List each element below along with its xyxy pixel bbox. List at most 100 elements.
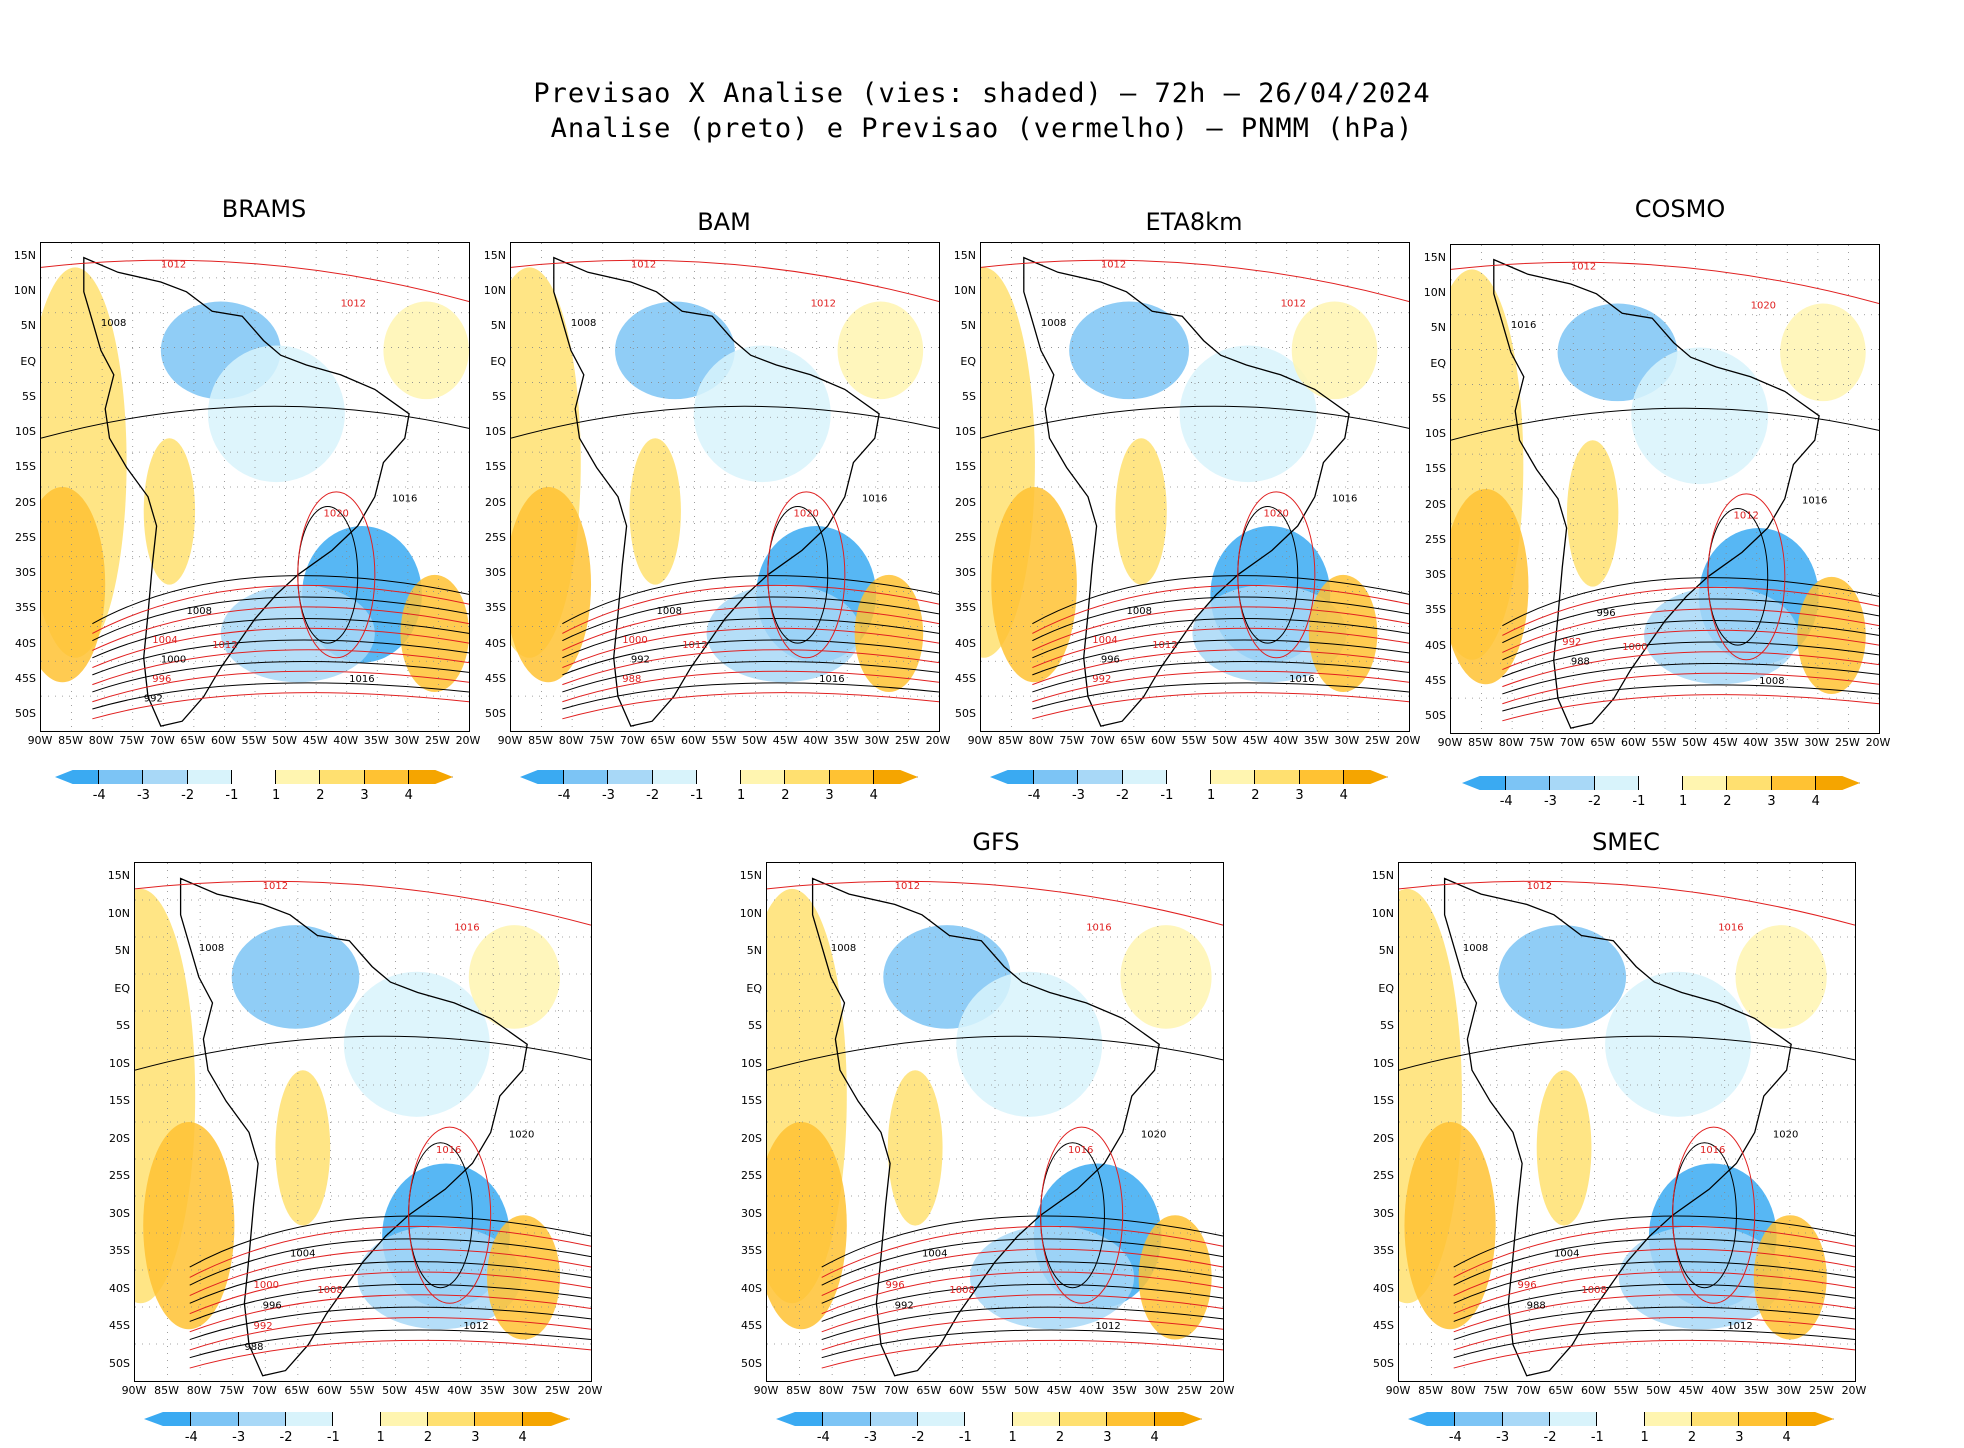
bias-shading-area bbox=[1179, 345, 1317, 483]
map-panel-smec: 1012 1008 1016 1020 1016 1012 1008 1004 996 988 bbox=[1398, 862, 1856, 1382]
latitude-label: 20S bbox=[1373, 1131, 1394, 1145]
latitude-label: EQ bbox=[20, 354, 36, 368]
longitude-label: 85W bbox=[1468, 736, 1493, 749]
analysis-isobar bbox=[1032, 661, 1409, 693]
isobar-label: 1004 bbox=[1092, 635, 1117, 646]
colorbar-segment bbox=[1549, 1412, 1598, 1426]
longitude-label: 35W bbox=[1773, 736, 1799, 749]
colorbar-label: 2 bbox=[1723, 794, 1732, 809]
longitude-label: 45W bbox=[1712, 736, 1738, 749]
isobar-label: 1004 bbox=[922, 1249, 947, 1260]
longitude-label: 30W bbox=[1804, 736, 1830, 749]
colorbar-segment bbox=[829, 770, 874, 784]
bias-shading-area bbox=[487, 1215, 560, 1340]
isobar-label: 988 bbox=[1571, 657, 1590, 668]
colorbar-label: 4 bbox=[404, 788, 413, 803]
isobar-label: 1012 bbox=[1571, 261, 1596, 272]
latitude-label: 40S bbox=[1425, 638, 1446, 652]
panel-title-smec: SMEC bbox=[1592, 828, 1660, 856]
colorbar-segment bbox=[1638, 776, 1684, 790]
colorbar-segment bbox=[1012, 1412, 1060, 1426]
latitude-label: 5N bbox=[114, 944, 130, 958]
bias-shading-area bbox=[969, 1225, 1135, 1330]
forecast-isobar bbox=[1502, 651, 1879, 688]
isobar-label: 1008 bbox=[949, 1285, 974, 1296]
forecast-isobar bbox=[1502, 672, 1879, 705]
forecast-isobar bbox=[1453, 1271, 1855, 1315]
colorbar-segment bbox=[1166, 770, 1212, 784]
longitude-label: 60W bbox=[1150, 734, 1176, 747]
longitude-label: 75W bbox=[219, 1384, 245, 1397]
longitude-label: 65W bbox=[1120, 734, 1146, 747]
longitude-label: 30W bbox=[864, 734, 890, 747]
colorbar-label: -4 bbox=[557, 788, 571, 803]
isobar-label: 1012 bbox=[1527, 881, 1552, 892]
colorbar-label: 4 bbox=[1811, 794, 1820, 809]
longitude-label: 35W bbox=[479, 1384, 505, 1397]
latitude-label: 50S bbox=[15, 707, 36, 720]
latitude-label: 10N bbox=[107, 906, 130, 920]
analysis-isobar bbox=[821, 1329, 1223, 1359]
high-pressure-contour bbox=[1237, 491, 1316, 659]
analysis-isobar bbox=[981, 405, 1409, 439]
isobar-label: 1020 bbox=[1141, 1130, 1166, 1141]
colorbar-label: 3 bbox=[360, 788, 369, 803]
colorbar-label: -1 bbox=[1632, 794, 1646, 809]
coastline bbox=[1023, 256, 1350, 727]
coastline bbox=[1493, 258, 1820, 729]
forecast-isobar bbox=[821, 1225, 1223, 1278]
isobar-label: 1020 bbox=[323, 508, 348, 519]
colorbar-label: 2 bbox=[781, 788, 790, 803]
longitude-label: 65W bbox=[916, 1384, 942, 1397]
analysis-isobar bbox=[1032, 682, 1409, 710]
analysis-isobar bbox=[135, 1035, 591, 1071]
bias-shading-area bbox=[1735, 925, 1827, 1029]
isobar-label: 1012 bbox=[161, 259, 186, 270]
isobar-label: 1020 bbox=[1751, 300, 1776, 311]
colorbar-label: -3 bbox=[601, 788, 615, 803]
latitude-label: 25S bbox=[1373, 1169, 1394, 1183]
longitude-label: 40W bbox=[1711, 1384, 1737, 1397]
colorbar-segment bbox=[785, 770, 830, 784]
colorbar-label: 4 bbox=[1782, 1430, 1791, 1445]
latitude-label: 15S bbox=[15, 460, 36, 474]
bias-shading-area bbox=[1120, 925, 1212, 1029]
colorbar-segment bbox=[55, 770, 100, 784]
colorbar-segment bbox=[696, 770, 742, 784]
colorbar-segment bbox=[741, 770, 786, 784]
forecast-isobar bbox=[92, 692, 469, 720]
analysis-isobar bbox=[1502, 598, 1879, 644]
isobar-label: 1016 bbox=[454, 922, 479, 933]
forecast-isobar bbox=[821, 1248, 1223, 1296]
colorbar-segment bbox=[364, 770, 409, 784]
latitude-label: 15S bbox=[1425, 462, 1446, 476]
analysis-isobar bbox=[562, 661, 939, 693]
coastline bbox=[1443, 877, 1792, 1377]
isobar-label: 1016 bbox=[1068, 1145, 1093, 1156]
colorbar-segment bbox=[1727, 776, 1772, 790]
isobar-label: 1016 bbox=[1802, 496, 1827, 507]
colorbar: -4 -3 -2 -1 1 2 3 4 bbox=[1408, 1412, 1834, 1448]
longitude-label: 65W bbox=[650, 734, 676, 747]
latitude-label: 10S bbox=[15, 425, 36, 439]
figure-title-line1: Previsao X Analise (vies: shaded) – 72h … bbox=[533, 78, 1431, 109]
longitude-label: 90W bbox=[497, 734, 523, 747]
bias-shading-area bbox=[41, 487, 106, 683]
colorbar-segment bbox=[475, 1412, 523, 1426]
latitude-label: 40S bbox=[741, 1281, 762, 1295]
longitude-label: 35W bbox=[1743, 1384, 1769, 1397]
forecast-isobar bbox=[1502, 586, 1879, 636]
map-panel-eta8km: 1012 1008 1012 1016 1020 1016 1012 1008 1004 996 9… bbox=[980, 242, 1410, 732]
colorbar-segment bbox=[1462, 776, 1507, 790]
longitude-label: 20W bbox=[1395, 734, 1421, 747]
colorbar-segment bbox=[1550, 776, 1595, 790]
colorbar-label: 1 bbox=[1206, 788, 1216, 803]
isobar-label: 1008 bbox=[1581, 1285, 1606, 1296]
analysis-isobar bbox=[189, 1261, 591, 1304]
isobar-label: 996 bbox=[152, 674, 171, 685]
analysis-isobar bbox=[1453, 1238, 1855, 1286]
isobar-label: 1016 bbox=[1332, 494, 1357, 505]
longitude-label: 65W bbox=[1548, 1384, 1574, 1397]
panel-title-brams: BRAMS bbox=[221, 195, 307, 223]
analysis-isobar bbox=[1502, 684, 1879, 712]
